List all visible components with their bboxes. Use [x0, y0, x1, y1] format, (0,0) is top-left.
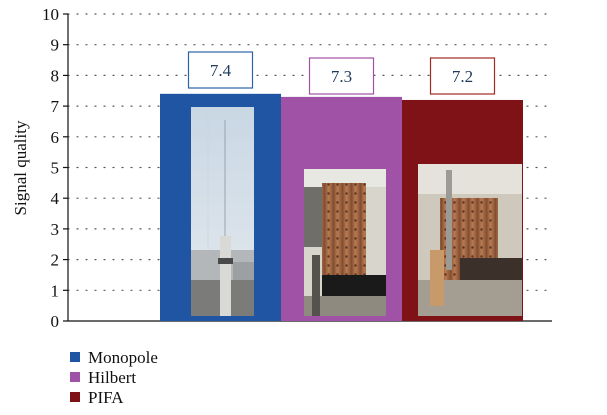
legend-swatch-pifa: [70, 392, 80, 402]
gridlines: [67, 13, 553, 291]
legend-label-hilbert: Hilbert: [88, 368, 136, 387]
data-label-box: [187, 51, 254, 89]
y-tick-label: 1: [51, 281, 60, 300]
data-label-pifa: 7.2: [452, 67, 473, 86]
y-tick-label: 3: [51, 220, 60, 239]
legend-label-monopole: Monopole: [88, 348, 158, 367]
legend-label-pifa: PIFA: [88, 388, 124, 407]
monopole-antenna-photo: [191, 107, 254, 316]
data-labels: 7.4 7.3 7.2: [187, 51, 496, 95]
hilbert-antenna-photo: [304, 169, 386, 316]
y-tick-label: 0: [51, 312, 60, 331]
legend-swatch-monopole: [70, 352, 80, 362]
y-tick-label: 9: [51, 36, 60, 55]
pifa-antenna-photo: [418, 164, 522, 316]
data-label-monopole: 7.4: [210, 61, 232, 80]
y-axis-ticks: 0 1 2 3 4 5 6 7 8 9 10: [42, 5, 68, 331]
y-tick-label: 4: [51, 189, 60, 208]
y-tick-label: 10: [42, 5, 59, 24]
data-label-box: [308, 57, 375, 95]
data-label-box: [429, 57, 496, 95]
y-tick-label: 8: [51, 66, 60, 85]
y-axis-title: Signal quality: [11, 120, 30, 215]
y-tick-label: 7: [51, 97, 60, 116]
y-tick-label: 6: [51, 128, 60, 147]
legend-swatch-hilbert: [70, 372, 80, 382]
y-tick-label: 2: [51, 251, 60, 270]
y-tick-label: 5: [51, 159, 60, 178]
data-label-hilbert: 7.3: [331, 67, 352, 86]
